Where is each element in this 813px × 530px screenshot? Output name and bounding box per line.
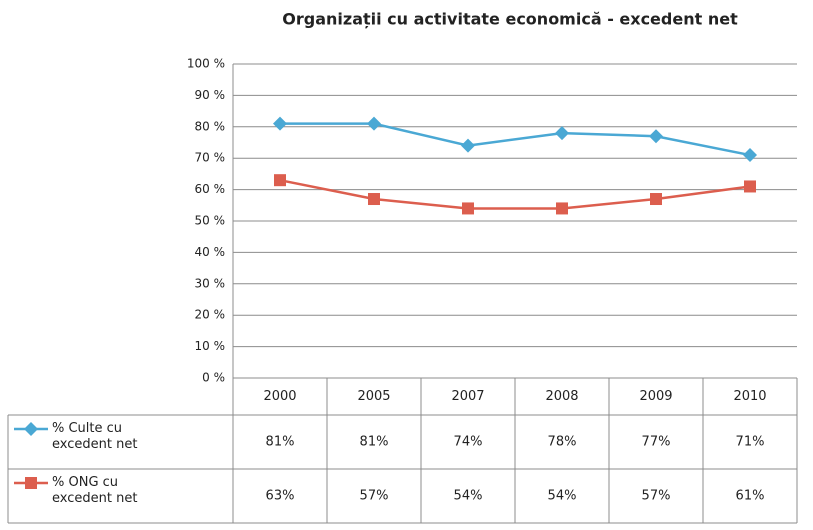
y-tick-label: 90 % <box>195 88 226 102</box>
data-label: 54% <box>454 489 483 504</box>
y-tick-label: 10 % <box>195 339 226 353</box>
data-label: 81% <box>266 435 295 450</box>
point <box>274 174 286 187</box>
point <box>461 138 475 153</box>
data-label: 77% <box>642 435 671 450</box>
x-tick-label: 2010 <box>733 389 766 404</box>
y-tick-label: 20 % <box>195 308 226 322</box>
x-tick-label: 2007 <box>451 389 484 404</box>
point <box>743 148 757 163</box>
y-tick-label: 50 % <box>195 214 226 228</box>
y-tick-label: 70 % <box>195 151 226 165</box>
x-tick-label: 2008 <box>545 389 578 404</box>
point <box>744 180 756 193</box>
series-line <box>280 122 751 157</box>
legend-marker <box>25 477 37 489</box>
point <box>555 126 569 141</box>
legend-label: % ONG cu excedent net <box>52 475 138 506</box>
point <box>649 129 663 144</box>
x-tick-label: 2009 <box>639 389 672 404</box>
series-line <box>279 178 751 210</box>
x-tick-label: 2005 <box>357 389 390 404</box>
point <box>650 193 662 206</box>
data-label: 54% <box>548 489 577 504</box>
point <box>368 193 380 206</box>
data-label: 61% <box>736 489 765 504</box>
data-label: 81% <box>360 435 389 450</box>
data-label: 74% <box>454 435 483 450</box>
legend-marker <box>24 422 38 436</box>
point <box>367 116 381 131</box>
point <box>556 202 568 215</box>
y-tick-label: 100 % <box>187 57 225 71</box>
data-label: 57% <box>360 489 389 504</box>
point <box>273 116 287 131</box>
y-tick-label: 0 % <box>202 371 225 385</box>
legend-label: % Culte cu excedent net <box>52 421 138 452</box>
y-tick-label: 60 % <box>195 182 226 196</box>
chart-title: Organizații cu activitate economică - ex… <box>282 10 738 29</box>
data-label: 71% <box>736 435 765 450</box>
point <box>462 202 474 215</box>
x-tick-label: 2000 <box>263 389 296 404</box>
data-label: 78% <box>548 435 577 450</box>
y-tick-label: 30 % <box>195 276 226 290</box>
y-tick-label: 80 % <box>195 119 226 133</box>
data-label: 57% <box>642 489 671 504</box>
data-label: 63% <box>266 489 295 504</box>
y-tick-label: 40 % <box>195 245 226 259</box>
